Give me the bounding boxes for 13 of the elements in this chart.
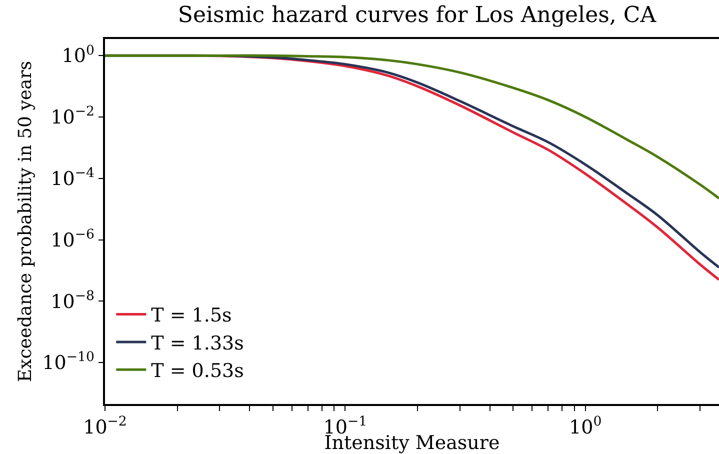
- legend-label: T = 0.53s: [151, 360, 244, 382]
- y-tick-label: 10$^{−2}$: [50, 104, 94, 129]
- y-tick-label: 10$^{0}$: [62, 43, 94, 68]
- y-axis-title: Exceedance probability in 50 years: [14, 60, 36, 382]
- x-tick-label: 10$^{−2}$: [83, 414, 127, 439]
- chart-title: Seismic hazard curves for Los Angeles, CA: [178, 3, 658, 28]
- legend-label: T = 1.5s: [151, 304, 232, 327]
- y-tick-label: 10$^{−8}$: [50, 288, 94, 313]
- x-tick-label: 10$^{0}$: [569, 414, 602, 439]
- legend-label: T = 1.33s: [151, 332, 244, 354]
- y-tick-label: 10$^{−10}$: [42, 350, 94, 374]
- y-tick-label: 10$^{−4}$: [50, 166, 94, 190]
- y-tick-label: 10$^{−6}$: [50, 227, 94, 252]
